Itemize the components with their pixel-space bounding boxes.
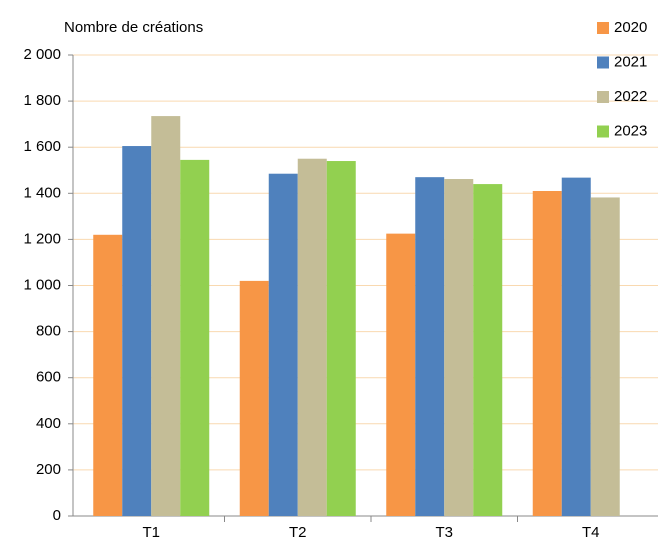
bar — [239, 280, 269, 516]
y-tick-label: 1 400 — [23, 184, 61, 201]
y-axis-label: Nombre de créations — [64, 19, 203, 36]
bar — [532, 190, 562, 516]
x-tick-label: T2 — [289, 524, 307, 541]
bar — [93, 234, 123, 517]
bar — [151, 116, 181, 517]
y-tick-label: 1 000 — [23, 276, 61, 293]
y-tick-label: 2 000 — [23, 46, 61, 63]
bar — [122, 146, 152, 517]
y-tick-label: 1 800 — [23, 92, 61, 109]
legend-swatch — [597, 91, 609, 103]
legend-label: 2020 — [614, 19, 647, 36]
y-tick-label: 400 — [36, 415, 61, 432]
y-tick-label: 1 200 — [23, 230, 61, 247]
legend-label: 2022 — [614, 88, 647, 105]
y-tick-label: 0 — [53, 507, 61, 524]
legend-swatch — [597, 56, 609, 69]
legend-swatch — [597, 22, 609, 34]
x-tick-label: T3 — [435, 524, 453, 541]
bar — [473, 184, 503, 516]
y-tick-label: 200 — [36, 461, 61, 478]
y-tick-label: 600 — [36, 369, 61, 386]
bar — [297, 158, 327, 516]
bar — [444, 179, 474, 516]
bar — [415, 177, 445, 517]
bar — [268, 173, 298, 516]
y-tick-label: 1 600 — [23, 138, 61, 155]
legend-label: 2021 — [614, 53, 647, 70]
legend-swatch — [597, 125, 609, 138]
y-tick-label: 800 — [36, 323, 61, 340]
x-tick-label: T1 — [142, 524, 160, 541]
bar — [561, 177, 591, 516]
bar — [326, 161, 356, 516]
bar — [590, 197, 620, 516]
bar — [386, 233, 416, 516]
legend-label: 2023 — [614, 122, 647, 139]
bar — [180, 159, 210, 516]
x-tick-label: T4 — [582, 524, 600, 541]
